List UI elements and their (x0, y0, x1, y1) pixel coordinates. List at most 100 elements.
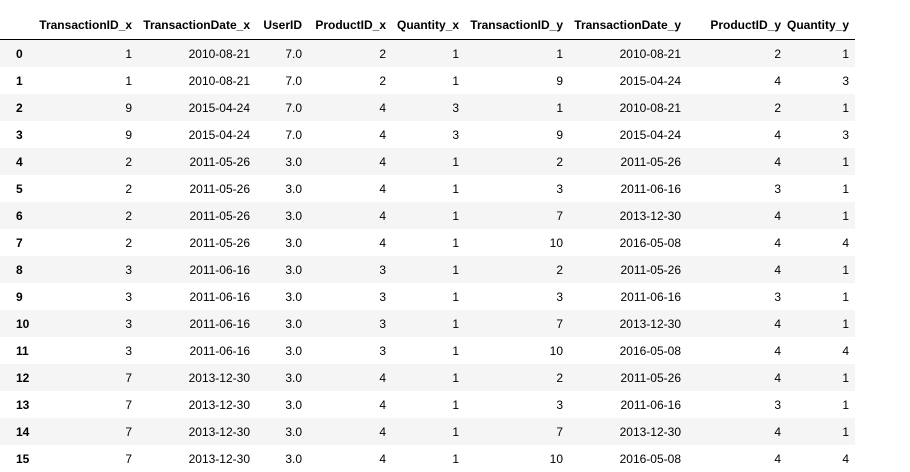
table-cell: 3 (34, 256, 132, 283)
table-cell: 2010-08-21 (132, 40, 250, 68)
table-cell: 1 (781, 418, 855, 445)
column-header: TransactionID_y (459, 10, 563, 40)
table-cell: 4 (302, 391, 386, 418)
table-cell: 1 (386, 283, 459, 310)
row-index: 11 (0, 337, 34, 364)
table-cell: 1 (386, 391, 459, 418)
table-cell: 1 (386, 148, 459, 175)
table-cell: 2011-06-16 (132, 337, 250, 364)
table-cell: 3 (459, 283, 563, 310)
table-cell: 4 (681, 121, 781, 148)
table-cell: 1 (386, 229, 459, 256)
column-header: TransactionDate_x (132, 10, 250, 40)
table-cell: 2013-12-30 (132, 364, 250, 391)
table-cell: 3 (681, 391, 781, 418)
table-cell: 2013-12-30 (563, 202, 681, 229)
table-cell: 3 (34, 337, 132, 364)
column-header: UserID (250, 10, 302, 40)
row-index: 3 (0, 121, 34, 148)
table-cell: 4 (302, 418, 386, 445)
table-cell: 2013-12-30 (563, 418, 681, 445)
table-cell: 1 (781, 175, 855, 202)
table-cell: 3 (34, 283, 132, 310)
table-cell: 2015-04-24 (563, 121, 681, 148)
table-cell: 4 (302, 364, 386, 391)
table-cell: 1 (781, 364, 855, 391)
table-cell: 1 (34, 40, 132, 68)
table-cell: 3 (681, 175, 781, 202)
table-cell: 4 (681, 256, 781, 283)
table-cell: 7 (459, 310, 563, 337)
table-cell: 7 (34, 364, 132, 391)
table-cell: 1 (459, 94, 563, 121)
table-cell: 2011-06-16 (563, 283, 681, 310)
table-cell: 4 (302, 202, 386, 229)
table-cell: 4 (302, 148, 386, 175)
table-cell: 2011-06-16 (563, 391, 681, 418)
table-cell: 7.0 (250, 94, 302, 121)
table-cell: 3 (34, 310, 132, 337)
table-cell: 1 (781, 202, 855, 229)
table-cell: 3 (302, 283, 386, 310)
table-cell: 4 (681, 202, 781, 229)
table-cell: 1 (386, 418, 459, 445)
table-cell: 3 (386, 94, 459, 121)
table-cell: 4 (681, 67, 781, 94)
table-cell: 2016-05-08 (563, 229, 681, 256)
row-index: 6 (0, 202, 34, 229)
table-cell: 1 (386, 310, 459, 337)
table-cell: 2 (34, 175, 132, 202)
row-index: 5 (0, 175, 34, 202)
table-cell: 1 (459, 40, 563, 68)
table-cell: 7 (34, 391, 132, 418)
column-header: TransactionDate_y (563, 10, 681, 40)
table-cell: 1 (781, 148, 855, 175)
table-cell: 3.0 (250, 310, 302, 337)
row-index: 13 (0, 391, 34, 418)
table-cell: 1 (781, 256, 855, 283)
table-cell: 1 (386, 337, 459, 364)
row-index: 2 (0, 94, 34, 121)
table-cell: 7.0 (250, 67, 302, 94)
table-cell: 1 (781, 40, 855, 68)
row-index: 12 (0, 364, 34, 391)
column-header: ProductID_x (302, 10, 386, 40)
table-cell: 2015-04-24 (132, 121, 250, 148)
row-index: 10 (0, 310, 34, 337)
table-cell: 7 (34, 418, 132, 445)
column-header: TransactionID_x (34, 10, 132, 40)
row-index: 7 (0, 229, 34, 256)
table-cell: 3 (681, 283, 781, 310)
table-cell: 7 (459, 418, 563, 445)
table-cell: 4 (302, 121, 386, 148)
table-cell: 3 (459, 391, 563, 418)
table-cell: 4 (681, 310, 781, 337)
table-cell: 2013-12-30 (563, 310, 681, 337)
table-cell: 2013-12-30 (132, 391, 250, 418)
row-index: 8 (0, 256, 34, 283)
table-cell: 4 (681, 364, 781, 391)
table-cell: 2011-05-26 (563, 256, 681, 283)
column-header: Quantity_x (386, 10, 459, 40)
table-cell: 3.0 (250, 148, 302, 175)
table-cell: 3 (302, 310, 386, 337)
table-cell: 4 (302, 175, 386, 202)
table-cell: 3.0 (250, 256, 302, 283)
index-header (0, 10, 34, 40)
table-cell: 1 (781, 310, 855, 337)
table-cell: 1 (386, 256, 459, 283)
table-cell: 2010-08-21 (563, 94, 681, 121)
table-cell: 2011-05-26 (563, 148, 681, 175)
table-cell: 2 (34, 229, 132, 256)
table-cell: 7.0 (250, 121, 302, 148)
